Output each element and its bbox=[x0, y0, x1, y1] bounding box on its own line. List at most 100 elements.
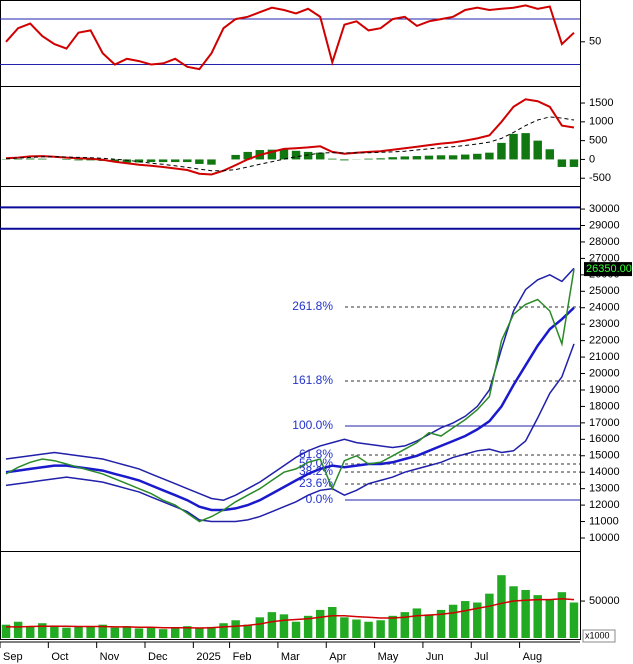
y-tick-label: 11000 bbox=[589, 515, 619, 527]
x-tick-label: Nov bbox=[100, 651, 120, 663]
y-tick-label: 18000 bbox=[589, 400, 620, 412]
bar bbox=[460, 601, 470, 638]
bar bbox=[134, 628, 144, 638]
bar bbox=[219, 623, 228, 638]
bar bbox=[485, 152, 494, 160]
x-tick-label: Mar bbox=[281, 651, 300, 663]
y-tick-label: 20000 bbox=[589, 367, 620, 379]
panel-frame bbox=[0, 86, 581, 187]
y-tick-label: 30000 bbox=[589, 203, 620, 215]
y-tick-label: 1500 bbox=[589, 97, 613, 109]
bar bbox=[267, 612, 277, 638]
y-tick-label: 50 bbox=[589, 36, 601, 48]
bar bbox=[291, 621, 301, 638]
bar bbox=[207, 626, 216, 638]
last-price-label: 26350.00 bbox=[586, 263, 632, 275]
x-tick-label: Jun bbox=[426, 651, 444, 663]
bar bbox=[424, 614, 434, 638]
y-tick-label: 13000 bbox=[589, 483, 620, 495]
x-tick-label: Dec bbox=[148, 651, 168, 663]
y-tick-label: 23000 bbox=[589, 318, 620, 330]
bar bbox=[460, 154, 470, 160]
bar bbox=[110, 159, 120, 162]
bar bbox=[557, 592, 567, 638]
bar bbox=[376, 620, 385, 638]
bar bbox=[545, 149, 555, 160]
bar bbox=[183, 159, 192, 163]
series-line bbox=[5, 306, 575, 512]
y-tick-label: 16000 bbox=[589, 433, 620, 445]
series-line bbox=[5, 116, 575, 172]
bar bbox=[207, 159, 216, 165]
x-tick-label: Aug bbox=[523, 651, 543, 663]
bar bbox=[533, 595, 542, 638]
x-tick-label: Apr bbox=[329, 651, 346, 663]
unit-box bbox=[582, 629, 616, 643]
bar bbox=[533, 140, 542, 160]
y-tick-label: 0 bbox=[589, 153, 595, 165]
bar bbox=[473, 602, 482, 638]
bar bbox=[509, 133, 518, 160]
last-price-box bbox=[584, 262, 632, 277]
x-tick-label: May bbox=[378, 651, 399, 663]
bar bbox=[255, 617, 265, 638]
bar bbox=[315, 152, 325, 160]
bar bbox=[158, 159, 168, 163]
x-tick-label: Oct bbox=[51, 651, 68, 663]
bar bbox=[521, 589, 530, 638]
bar bbox=[243, 624, 252, 638]
bar bbox=[569, 602, 579, 638]
series-line bbox=[5, 268, 575, 523]
y-tick-label: 12000 bbox=[589, 499, 620, 511]
bar bbox=[521, 133, 530, 160]
bar bbox=[267, 149, 277, 160]
series-line bbox=[5, 267, 575, 501]
bar bbox=[364, 158, 373, 160]
bar bbox=[231, 154, 240, 160]
bar bbox=[195, 628, 204, 638]
bar bbox=[1, 624, 11, 638]
bar bbox=[122, 626, 132, 638]
bar bbox=[340, 617, 349, 638]
y-tick-label: 28000 bbox=[589, 236, 620, 248]
bar bbox=[448, 155, 458, 160]
x-tick-label: 2025 bbox=[196, 651, 220, 663]
bar bbox=[569, 159, 579, 167]
bar bbox=[328, 606, 337, 638]
bar bbox=[497, 575, 506, 638]
panel-frame bbox=[0, 0, 581, 87]
bar bbox=[448, 604, 458, 638]
unit-label: x1000 bbox=[585, 630, 610, 640]
x-tick-label: Jul bbox=[474, 651, 488, 663]
bar bbox=[279, 149, 289, 160]
y-tick-label: 19000 bbox=[589, 384, 620, 396]
y-tick-label: 14000 bbox=[589, 466, 620, 478]
y-tick-label: 1000 bbox=[589, 116, 613, 128]
y-tick-label: 22000 bbox=[589, 335, 620, 347]
bar bbox=[158, 629, 168, 638]
bar bbox=[424, 155, 434, 160]
y-tick-label: 15000 bbox=[589, 450, 620, 462]
bar bbox=[412, 608, 422, 638]
bar bbox=[557, 159, 567, 167]
bar bbox=[183, 626, 192, 638]
bar bbox=[146, 159, 156, 163]
series-line bbox=[5, 4, 575, 71]
bar bbox=[25, 626, 35, 638]
y-tick-label: 10000 bbox=[589, 532, 620, 544]
series-line bbox=[5, 98, 575, 176]
bar bbox=[146, 626, 156, 638]
bar bbox=[13, 621, 23, 638]
bar bbox=[436, 609, 446, 638]
y-tick-label: -500 bbox=[589, 172, 611, 184]
fib-label: 61.8% bbox=[299, 447, 333, 461]
series-line bbox=[5, 343, 575, 523]
fib-label: 100.0% bbox=[292, 418, 333, 432]
bar bbox=[62, 627, 71, 638]
y-tick-label: 17000 bbox=[589, 417, 620, 429]
bar bbox=[412, 156, 422, 160]
bar bbox=[545, 599, 555, 638]
fib-label: 23.6% bbox=[299, 476, 333, 490]
bar bbox=[340, 159, 349, 161]
